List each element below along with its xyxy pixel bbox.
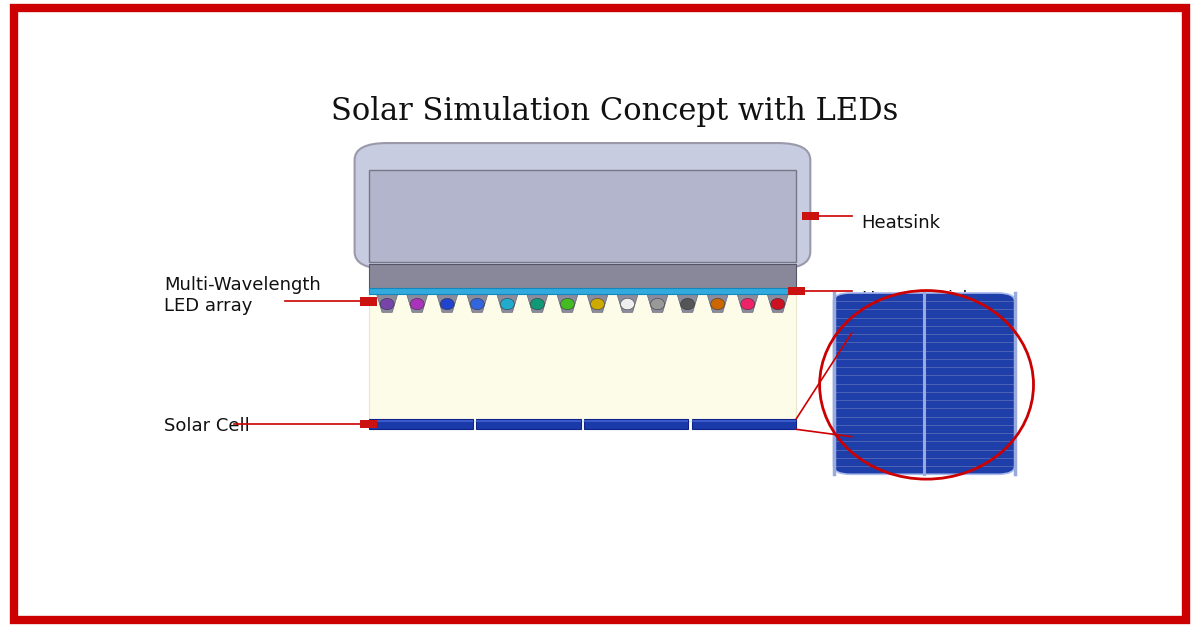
Text: Heatsink: Heatsink <box>862 214 941 232</box>
Text: Homogenizing
Optics: Homogenizing Optics <box>862 291 991 329</box>
Bar <box>368 264 797 291</box>
Polygon shape <box>556 291 580 312</box>
Polygon shape <box>646 291 670 312</box>
Text: Multi-Wavelength
LED array: Multi-Wavelength LED array <box>164 276 320 315</box>
Polygon shape <box>376 291 398 312</box>
Polygon shape <box>766 291 790 312</box>
Ellipse shape <box>710 298 725 310</box>
Polygon shape <box>496 291 518 312</box>
Ellipse shape <box>650 298 665 310</box>
Bar <box>476 420 581 422</box>
Polygon shape <box>406 291 428 312</box>
Text: Solar Cell: Solar Cell <box>164 417 250 435</box>
Ellipse shape <box>740 298 755 310</box>
Ellipse shape <box>817 289 1036 481</box>
Bar <box>368 293 797 421</box>
Ellipse shape <box>500 298 515 310</box>
Ellipse shape <box>440 298 455 310</box>
Ellipse shape <box>620 298 635 310</box>
Ellipse shape <box>380 298 394 310</box>
Ellipse shape <box>470 298 485 310</box>
Bar <box>368 419 473 430</box>
Ellipse shape <box>590 298 605 310</box>
Bar <box>368 170 797 261</box>
Polygon shape <box>436 291 458 312</box>
Ellipse shape <box>530 298 545 310</box>
Ellipse shape <box>770 298 785 310</box>
Bar <box>692 419 797 430</box>
Text: Solar Simulation Concept with LEDs: Solar Simulation Concept with LEDs <box>331 96 899 127</box>
Bar <box>584 419 689 430</box>
Bar <box>584 420 689 422</box>
Bar <box>476 419 581 430</box>
Polygon shape <box>616 291 640 312</box>
Ellipse shape <box>410 298 424 310</box>
FancyBboxPatch shape <box>834 293 1015 474</box>
Ellipse shape <box>680 298 695 310</box>
Bar <box>368 420 473 422</box>
Polygon shape <box>706 291 730 312</box>
Polygon shape <box>526 291 550 312</box>
Polygon shape <box>676 291 700 312</box>
Polygon shape <box>586 291 610 312</box>
FancyBboxPatch shape <box>355 143 810 269</box>
Polygon shape <box>736 291 760 312</box>
Bar <box>692 420 797 422</box>
Bar <box>368 288 797 294</box>
Polygon shape <box>466 291 488 312</box>
Ellipse shape <box>560 298 575 310</box>
